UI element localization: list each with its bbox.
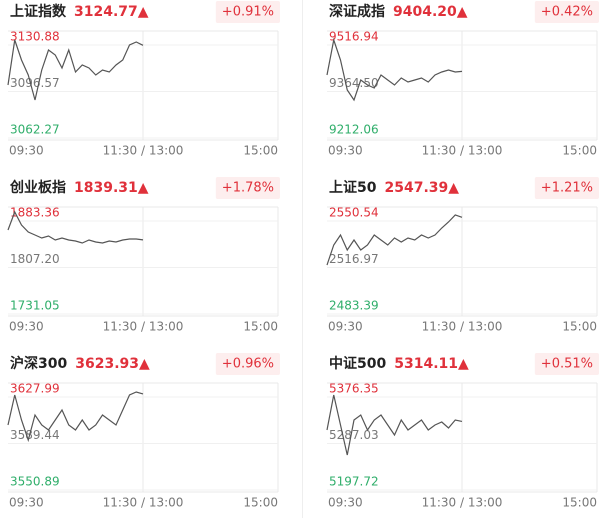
change-badge xyxy=(215,1,280,23)
index-change: +0.96% xyxy=(222,357,274,372)
x-tick-label: 15:00 xyxy=(243,320,278,334)
index-name: 中证500 xyxy=(329,355,386,372)
index-price: 3124.77▲ xyxy=(74,4,149,20)
price-line xyxy=(7,39,144,101)
y-tick-label: 1883.36 xyxy=(10,206,60,220)
index-price: 9404.20▲ xyxy=(393,4,468,20)
index-panel: 上证50 2547.39▲ +1.21% 09:30 11:30 / 13:00 15:0… xyxy=(326,177,599,334)
change-badge xyxy=(534,353,599,375)
index-panel: 创业板指 1839.31▲ +1.78% 09:30 11:30 / 13:00 15:0… xyxy=(7,177,280,334)
x-tick-label: 11:30 / 13:00 xyxy=(103,320,184,334)
y-tick-label: 5197.72 xyxy=(329,475,379,489)
x-tick-label: 09:30 xyxy=(328,320,363,334)
y-tick-label: 5287.03 xyxy=(329,428,379,442)
x-tick-label: 09:30 xyxy=(328,496,363,510)
price-line xyxy=(326,214,463,266)
y-tick-label: 2550.54 xyxy=(329,206,379,220)
index-name: 上证指数 xyxy=(10,3,67,20)
y-tick-label: 2483.39 xyxy=(329,299,379,313)
x-tick-label: 15:00 xyxy=(562,144,597,158)
x-tick-label: 15:00 xyxy=(562,496,597,510)
y-tick-label: 3130.88 xyxy=(10,30,60,44)
y-tick-label: 9364.50 xyxy=(329,76,379,90)
y-tick-label: 3627.99 xyxy=(10,382,60,396)
x-tick-label: 09:30 xyxy=(9,496,44,510)
x-tick-label: 09:30 xyxy=(328,144,363,158)
index-change: +0.51% xyxy=(541,357,593,372)
price-line xyxy=(7,210,144,244)
index-change: +1.21% xyxy=(541,181,593,196)
index-name: 沪深300 xyxy=(10,355,67,372)
y-tick-label: 1731.05 xyxy=(10,299,60,313)
index-price: 5314.11▲ xyxy=(394,356,469,372)
x-tick-label: 09:30 xyxy=(9,320,44,334)
price-line xyxy=(326,37,463,102)
x-tick-label: 11:30 / 13:00 xyxy=(103,144,184,158)
y-tick-label: 3589.44 xyxy=(10,428,60,442)
index-change: +1.78% xyxy=(222,181,274,196)
index-panel: 上证指数 3124.77▲ +0.91% 09:30 11:30 / 13:00 15:0… xyxy=(7,1,280,158)
index-name: 创业板指 xyxy=(9,179,66,196)
index-panel: 中证500 5314.11▲ +0.51% 09:30 11:30 / 13:00 15:… xyxy=(326,353,599,510)
index-panel: 深证成指 9404.20▲ +0.42% 09:30 11:30 / 13:00 15:0… xyxy=(326,1,599,158)
x-tick-label: 11:30 / 13:00 xyxy=(422,144,503,158)
change-badge xyxy=(215,353,280,375)
x-tick-label: 15:00 xyxy=(243,496,278,510)
change-badge xyxy=(534,1,599,23)
y-tick-label: 9516.94 xyxy=(329,30,379,44)
x-tick-label: 11:30 / 13:00 xyxy=(422,496,503,510)
price-line xyxy=(326,394,463,456)
index-name: 上证50 xyxy=(329,180,377,196)
y-tick-label: 5376.35 xyxy=(329,382,379,396)
y-tick-label: 3096.57 xyxy=(10,76,60,90)
index-price: 2547.39▲ xyxy=(384,180,459,196)
change-badge xyxy=(534,177,599,199)
index-panel: 沪深300 3623.93▲ +0.96% 09:30 11:30 / 13:00 15:… xyxy=(7,353,280,510)
index-change: +0.91% xyxy=(222,5,274,20)
y-tick-label: 2516.97 xyxy=(329,252,379,266)
x-tick-label: 11:30 / 13:00 xyxy=(422,320,503,334)
index-price: 3623.93▲ xyxy=(75,356,150,372)
x-tick-label: 15:00 xyxy=(243,144,278,158)
index-price: 1839.31▲ xyxy=(74,180,149,196)
y-tick-label: 1807.20 xyxy=(10,252,60,266)
y-tick-label: 9212.06 xyxy=(329,123,379,137)
index-name: 深证成指 xyxy=(329,3,385,20)
price-line xyxy=(7,391,144,443)
x-tick-label: 09:30 xyxy=(9,144,44,158)
index-change: +0.42% xyxy=(541,5,593,20)
x-tick-label: 11:30 / 13:00 xyxy=(103,496,184,510)
y-tick-label: 3550.89 xyxy=(10,475,60,489)
change-badge xyxy=(215,177,280,199)
x-tick-label: 15:00 xyxy=(562,320,597,334)
y-tick-label: 3062.27 xyxy=(10,123,60,137)
